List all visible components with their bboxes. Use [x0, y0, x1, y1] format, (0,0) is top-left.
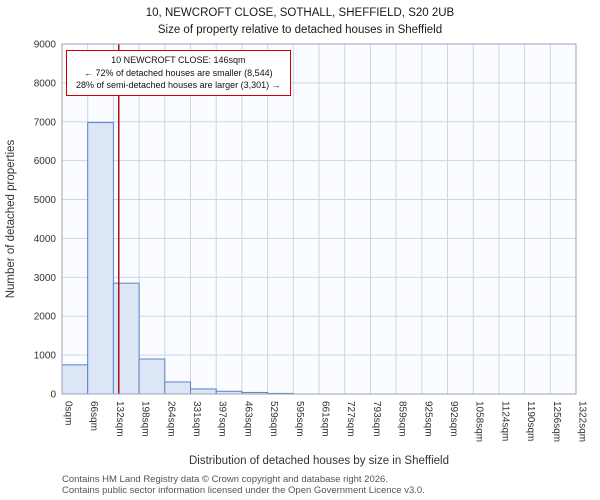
plot-frame [61, 43, 577, 395]
x-tick-label: 661sqm [320, 401, 331, 437]
y-tick-label: 2000 [34, 312, 57, 323]
y-axis-label: Number of detached properties [5, 140, 17, 299]
y-tick-label: 5000 [34, 195, 57, 206]
x-tick-label: 727sqm [345, 401, 356, 437]
histogram-bar [61, 364, 89, 395]
histogram-bar [164, 381, 192, 395]
x-tick-label: 1256sqm [551, 401, 562, 442]
y-tick-label: 9000 [34, 40, 57, 51]
histogram-bar [138, 358, 166, 395]
histogram-bar [190, 388, 217, 395]
y-tick-label: 4000 [34, 234, 57, 245]
chart-title: 10, NEWCROFT CLOSE, SOTHALL, SHEFFIELD, … [145, 7, 455, 19]
subject-annotation-box: 10 NEWCROFT CLOSE: 146sqm ← 72% of detac… [66, 50, 291, 96]
x-tick-label: 1124sqm [499, 401, 510, 441]
y-tick-label: 6000 [34, 157, 57, 168]
x-tick-label: 331sqm [191, 401, 202, 437]
x-tick-label: 859sqm [397, 401, 408, 437]
histogram-chart: 0 1000 2000 3000 4000 5000 6000 7000 8000 9000 0sq… [5, 40, 588, 468]
x-tick-label: 1058sqm [474, 401, 485, 442]
x-tick-label: 793sqm [371, 401, 382, 437]
x-tick-label: 198sqm [140, 401, 151, 437]
x-tick-label: 264sqm [165, 401, 176, 437]
x-tick-label: 992sqm [448, 401, 459, 437]
x-tick-label: 595sqm [294, 401, 305, 437]
annotation-line-2: ← 72% of detached houses are smaller (8,… [84, 67, 273, 78]
x-tick-label: 132sqm [114, 401, 125, 437]
x-tick-label: 397sqm [217, 401, 228, 437]
x-tick-label: 529sqm [268, 401, 279, 437]
y-tick-label: 8000 [34, 79, 57, 90]
x-tick-label: 66sqm [88, 401, 99, 431]
footer-line-2: Contains public sector information licen… [62, 484, 425, 496]
histogram-bar [112, 283, 140, 395]
y-tick-label: 1000 [34, 351, 57, 362]
y-tick-label: 0 [50, 390, 56, 401]
histogram-bar [87, 122, 114, 395]
y-tick-label: 3000 [34, 273, 57, 284]
title-block: 10, NEWCROFT CLOSE, SOTHALL, SHEFFIELD, … [0, 0, 600, 38]
x-tick-label: 1190sqm [525, 401, 536, 441]
x-tick-label: 0sqm [63, 401, 74, 425]
chart-subtitle: Size of property relative to detached ho… [157, 23, 443, 36]
annotation-line-3: 28% of semi-detached houses are larger (… [76, 80, 281, 91]
x-tick-label: 925sqm [422, 401, 433, 437]
x-tick-label: 1322sqm [577, 401, 588, 442]
annotation-line-1: 10 NEWCROFT CLOSE: 146sqm [111, 55, 246, 65]
footer: Contains HM Land Registry data © Crown c… [62, 474, 425, 496]
x-tick-label: 463sqm [242, 401, 253, 437]
footer-line-1: Contains HM Land Registry data © Crown c… [62, 473, 388, 485]
y-tick-label: 7000 [34, 118, 57, 129]
x-axis-label: Distribution of detached houses by size … [189, 455, 449, 467]
